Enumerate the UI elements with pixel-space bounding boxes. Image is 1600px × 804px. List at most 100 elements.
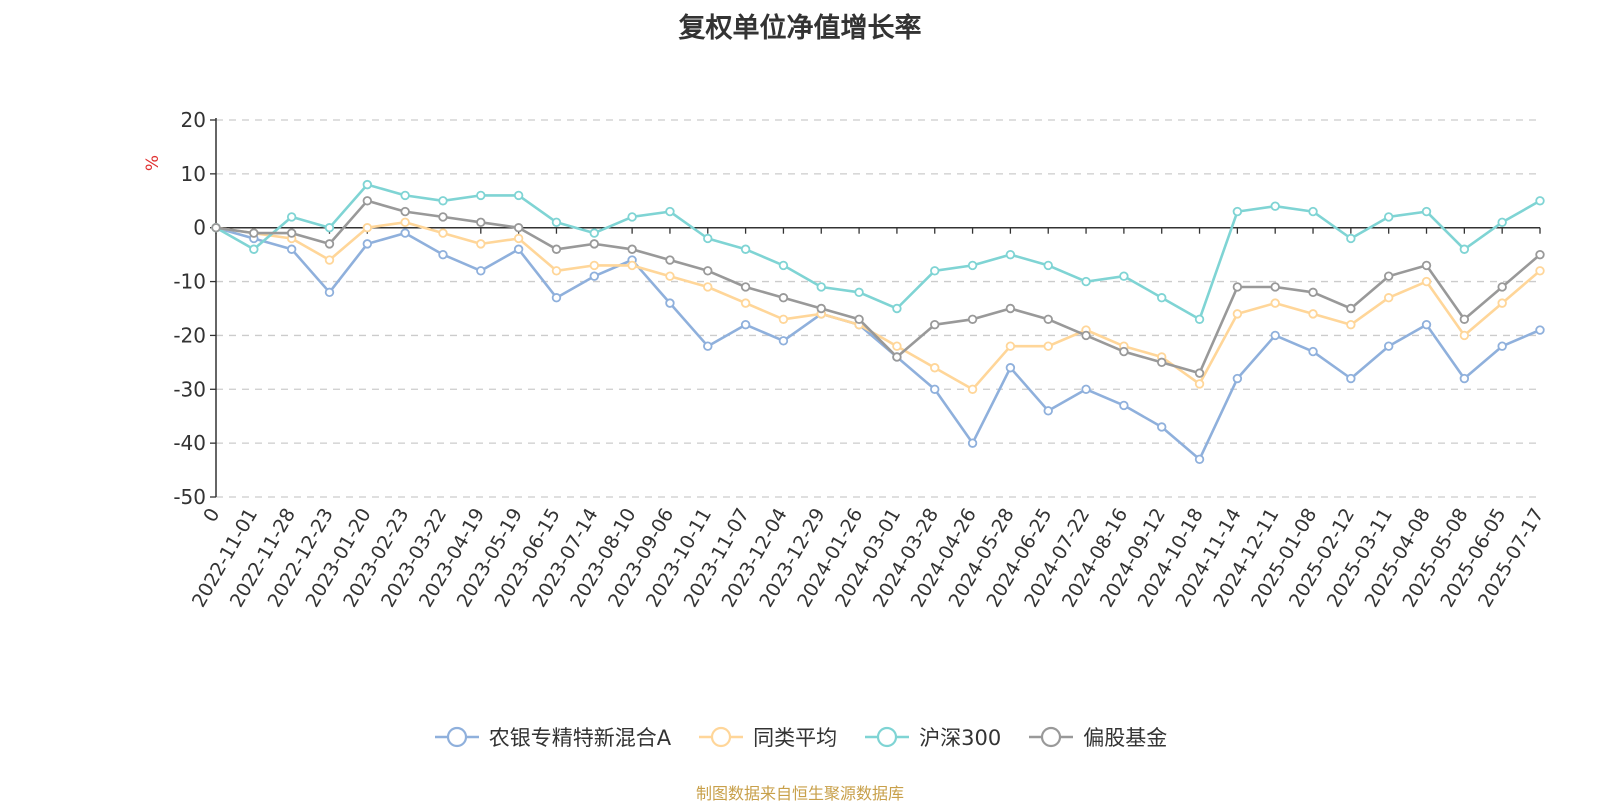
data-point: [778, 336, 789, 346]
data-point: [1459, 330, 1470, 341]
data-point: [1194, 454, 1205, 464]
data-point: [627, 212, 637, 222]
legend-item-1[interactable]: 农银专精特新混合A: [433, 722, 671, 752]
data-point: [967, 438, 978, 448]
data-point: [778, 293, 789, 303]
data-point: [1157, 293, 1167, 303]
axis-layer: 20100-10-20-30-40-5002022-11-012022-11-2…: [173, 108, 1548, 611]
legend-item-2[interactable]: 同类平均: [697, 722, 837, 752]
data-point: [703, 282, 713, 292]
legend-label: 沪深300: [919, 726, 1002, 750]
data-point: [400, 228, 410, 238]
data-point: [438, 196, 448, 206]
data-point: [1459, 314, 1470, 324]
series-line-2: [215, 221, 1541, 391]
data-point: [1119, 400, 1129, 411]
data-point: [778, 314, 789, 324]
data-point: [703, 233, 713, 244]
data-point: [1043, 341, 1053, 351]
series-line-4: [215, 199, 1541, 375]
data-point: [1383, 293, 1394, 303]
grid-layer: [216, 119, 1540, 498]
data-point: [930, 319, 940, 330]
data-point: [740, 282, 751, 292]
data-point: [930, 266, 940, 276]
legend-marker-icon: [865, 726, 910, 748]
data-point: [438, 212, 448, 222]
data-point: [1535, 249, 1545, 260]
data-point: [1383, 212, 1394, 222]
data-point: [1119, 346, 1129, 357]
legend-label: 农银专精特新混合A: [488, 726, 672, 750]
data-point: [1081, 384, 1091, 394]
y-tick-label: 0: [193, 216, 206, 240]
data-point: [362, 239, 373, 249]
data-point: [438, 228, 448, 238]
data-point: [1535, 325, 1545, 335]
data-point: [627, 260, 637, 271]
data-point: [1005, 303, 1016, 314]
data-point: [324, 239, 335, 249]
data-point: [1005, 363, 1016, 373]
data-point: [1043, 406, 1053, 416]
data-point: [1081, 276, 1091, 287]
data-point: [1308, 346, 1318, 357]
data-point: [1421, 206, 1432, 217]
data-point: [1383, 271, 1394, 281]
data-point: [1119, 271, 1129, 281]
legend-marker-icon: [434, 726, 479, 748]
data-point: [513, 233, 524, 244]
data-point: [1535, 196, 1545, 206]
data-point: [249, 228, 259, 238]
data-point: [930, 363, 940, 373]
data-point: [589, 271, 599, 281]
series-layer: [211, 179, 1545, 464]
legend-label: 偏股基金: [1083, 726, 1168, 750]
y-tick-label: -20: [173, 323, 206, 347]
data-point: [1497, 341, 1507, 351]
data-point: [930, 384, 940, 394]
data-point: [1194, 379, 1205, 389]
data-point: [551, 293, 562, 303]
data-point: [476, 266, 486, 276]
data-point: [249, 244, 259, 254]
legend-item-4[interactable]: 偏股基金: [1027, 722, 1167, 752]
data-point: [476, 190, 486, 201]
data-point: [1157, 422, 1167, 432]
data-point: [892, 303, 902, 314]
data-point: [324, 223, 335, 233]
y-axis-unit-label: %: [143, 155, 163, 171]
data-point: [1270, 330, 1280, 341]
data-point: [400, 206, 410, 217]
data-point: [1270, 282, 1280, 292]
data-point: [1232, 373, 1243, 384]
y-tick-label: 20: [181, 108, 206, 132]
data-point: [400, 190, 410, 201]
data-point: [1270, 298, 1280, 308]
data-point: [211, 223, 221, 233]
data-point: [1232, 206, 1243, 217]
data-point: [1232, 309, 1243, 319]
data-point: [1535, 266, 1545, 276]
series-line-1: [215, 226, 1541, 461]
data-point: [703, 266, 713, 276]
data-point: [665, 255, 675, 265]
data-point: [1308, 309, 1318, 319]
data-point: [362, 179, 373, 190]
data-point: [1194, 314, 1205, 324]
data-point: [665, 271, 675, 281]
legend: 农银专精特新混合A 同类平均 沪深300 偏股基金: [0, 722, 1600, 752]
data-point: [286, 228, 297, 238]
legend-item-3[interactable]: 沪深300: [863, 722, 1001, 752]
series-line-3: [215, 183, 1541, 321]
data-point: [740, 319, 751, 330]
data-point: [1497, 282, 1507, 292]
data-point: [1459, 373, 1470, 384]
data-point: [1005, 249, 1016, 260]
source-note: 制图数据来自恒生聚源数据库: [695, 784, 904, 803]
data-point: [1081, 330, 1091, 341]
chart-title: 复权单位净值增长率: [678, 13, 922, 44]
data-point: [286, 244, 297, 254]
data-point: [1157, 357, 1167, 368]
